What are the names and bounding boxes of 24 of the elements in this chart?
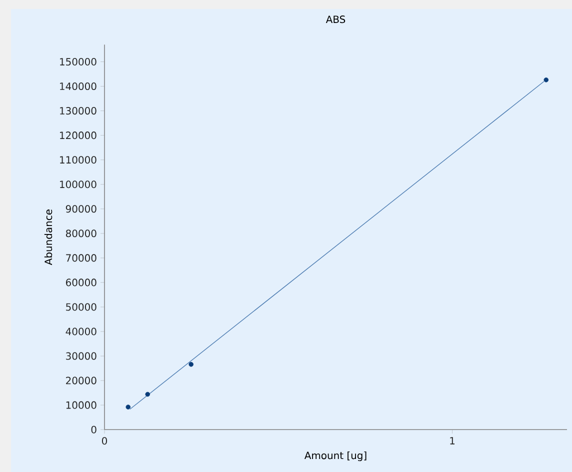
- y-tick-label: 100000: [60, 180, 96, 188]
- y-tick-label: 120000: [60, 132, 96, 140]
- y-tick-label: 110000: [60, 156, 96, 164]
- point: [126, 404, 131, 410]
- y-tick-label: 40000: [66, 328, 96, 336]
- y-tick-label: 60000: [66, 278, 96, 286]
- y-tick-label: 0: [91, 426, 96, 434]
- x-tick-label: 1: [450, 437, 454, 444]
- point: [145, 392, 150, 397]
- y-tick-label: 30000: [66, 352, 96, 360]
- y-axis-title: Abundance: [44, 210, 52, 266]
- y-tick-label: 90000: [66, 205, 96, 213]
- y-tick-label: 130000: [60, 107, 96, 115]
- y-tick-label: 20000: [66, 376, 96, 384]
- y-tick-label: 150000: [60, 58, 96, 66]
- y-tick-label: 140000: [60, 82, 96, 90]
- y-tick-label: 50000: [66, 303, 96, 311]
- y-tick-label: 70000: [66, 254, 96, 262]
- x-axis-title: Amount [ug]: [304, 451, 366, 462]
- point: [188, 362, 194, 367]
- chart-title: ABS: [326, 16, 346, 24]
- point: [544, 78, 549, 82]
- y-tick-label: 10000: [66, 401, 96, 409]
- y-tick-label: 80000: [66, 230, 96, 238]
